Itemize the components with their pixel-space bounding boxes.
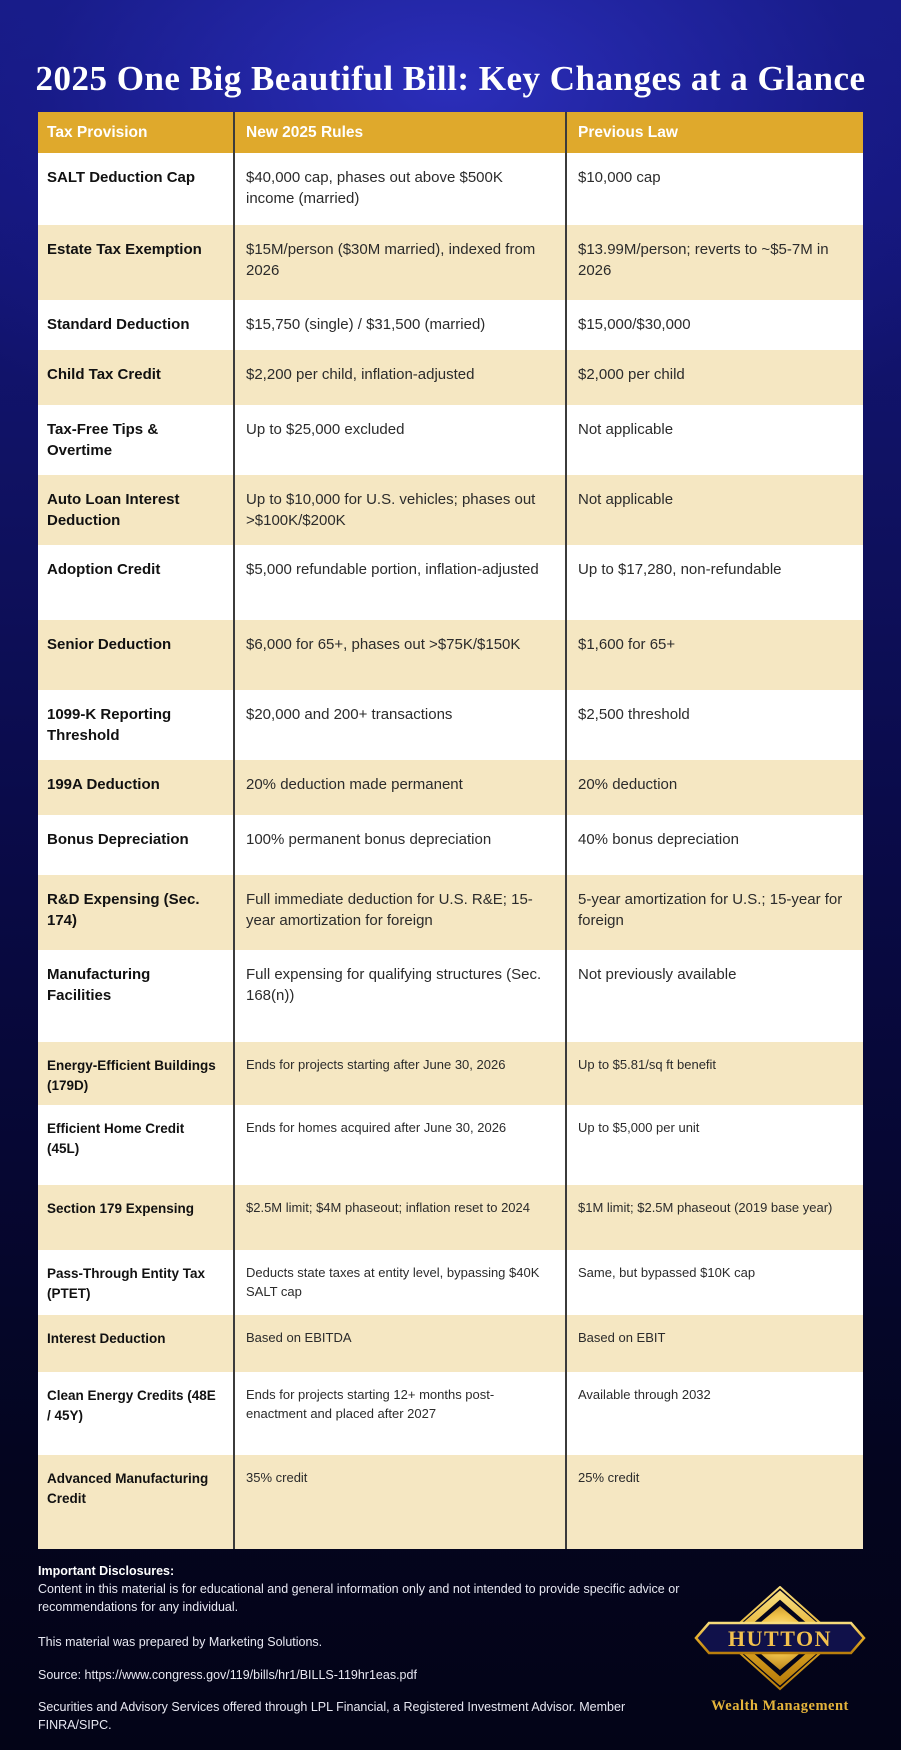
- previous-law-cell: Not previously available: [565, 950, 863, 1042]
- table-row: Pass-Through Entity Tax (PTET) Deducts st…: [38, 1250, 863, 1316]
- page-title: 2025 One Big Beautiful Bill: Key Changes…: [35, 59, 866, 99]
- column-header-new-2025-rules: New 2025 Rules: [233, 112, 565, 153]
- provision-cell: Section 179 Expensing: [47, 1201, 195, 1217]
- table-row: SALT Deduction Cap $40,000 cap, phases ou…: [38, 153, 863, 225]
- new-rules-cell: 100% permanent bonus depreciation: [233, 815, 565, 875]
- disclosures-heading: Important Disclosures:: [38, 1564, 175, 1578]
- previous-law-cell: Based on EBIT: [565, 1315, 863, 1373]
- new-rules-cell: $20,000 and 200+ transactions: [233, 690, 565, 760]
- table-row: Efficient Home Credit (45L) Ends for home…: [38, 1105, 863, 1186]
- provision-cell: R&D Expensing (Sec. 174): [47, 891, 200, 930]
- previous-law-cell: $2,000 per child: [565, 350, 863, 405]
- provision-cell: Tax-Free Tips & Overtime: [47, 421, 159, 460]
- provision-cell: Child Tax Credit: [47, 366, 161, 383]
- previous-law-cell: 5-year amortization for U.S.; 15-year fo…: [565, 875, 863, 950]
- new-rules-cell: $6,000 for 65+, phases out >$75K/$150K: [233, 620, 565, 690]
- new-rules-cell: $5,000 refundable portion, inflation-adj…: [233, 545, 565, 620]
- previous-law-cell: 25% credit: [565, 1455, 863, 1550]
- provision-cell: 199A Deduction: [47, 776, 160, 793]
- provision-cell: Standard Deduction: [47, 316, 190, 333]
- table-row: 199A Deduction 20% deduction made permane…: [38, 760, 863, 815]
- previous-law-cell: 40% bonus depreciation: [565, 815, 863, 875]
- lpl-disclosure-text: Securities and Advisory Services offered…: [38, 1699, 626, 1732]
- previous-law-cell: $13.99M/person; reverts to ~$5-7M in 202…: [565, 225, 863, 300]
- table-row: Standard Deduction $15,750 (single) / $31…: [38, 300, 863, 350]
- new-rules-cell: Up to $10,000 for U.S. vehicles; phases …: [233, 475, 565, 545]
- previous-law-cell: 20% deduction: [565, 760, 863, 815]
- hutton-diamond-logo-icon: HUTTON: [694, 1585, 866, 1691]
- table-row: Advanced Manufacturing Credit 35% credit 2…: [38, 1455, 863, 1550]
- provision-cell: Energy-Efficient Buildings (179D): [47, 1058, 216, 1093]
- previous-law-cell: Available through 2032: [565, 1372, 863, 1456]
- logo-tagline: Wealth Management: [711, 1698, 849, 1714]
- previous-law-cell: $1,600 for 65+: [565, 620, 863, 690]
- new-rules-cell: 35% credit: [233, 1455, 565, 1550]
- provision-cell: 1099-K Reporting Threshold: [47, 706, 172, 745]
- previous-law-cell: Up to $17,280, non-refundable: [565, 545, 863, 620]
- disclosure-text: Content in this material is for educatio…: [38, 1582, 680, 1615]
- table-row: Bonus Depreciation 100% permanent bonus d…: [38, 815, 863, 875]
- table-row: Estate Tax Exemption $15M/person ($30M ma…: [38, 225, 863, 300]
- table-row: Section 179 Expensing $2.5M limit; $4M ph…: [38, 1185, 863, 1251]
- column-header-tax-provision: Tax Provision: [47, 123, 148, 141]
- table-row: R&D Expensing (Sec. 174) Full immediate d…: [38, 875, 863, 950]
- provision-cell: Bonus Depreciation: [47, 831, 189, 848]
- table-row: Manufacturing Facilities Full expensing f…: [38, 950, 863, 1042]
- table-row: Interest Deduction Based on EBITDA Based o…: [38, 1315, 863, 1373]
- new-rules-cell: $2.5M limit; $4M phaseout; inflation res…: [233, 1185, 565, 1251]
- table-row: Adoption Credit $5,000 refundable portion…: [38, 545, 863, 620]
- new-rules-cell: Full immediate deduction for U.S. R&E; 1…: [233, 875, 565, 950]
- table-row: 1099-K Reporting Threshold $20,000 and 20…: [38, 690, 863, 760]
- provision-cell: Auto Loan Interest Deduction: [47, 491, 180, 530]
- new-rules-cell: Ends for homes acquired after June 30, 2…: [233, 1105, 565, 1186]
- new-rules-cell: $2,200 per child, inflation-adjusted: [233, 350, 565, 405]
- provision-cell: Estate Tax Exemption: [47, 241, 202, 258]
- column-header-previous-law: Previous Law: [565, 112, 863, 153]
- provision-cell: Advanced Manufacturing Credit: [47, 1471, 209, 1506]
- previous-law-cell: $1M limit; $2.5M phaseout (2019 base yea…: [565, 1185, 863, 1251]
- logo-wordmark: HUTTON: [728, 1626, 832, 1651]
- new-rules-cell: $40,000 cap, phases out above $500K inco…: [233, 153, 565, 225]
- new-rules-cell: Deducts state taxes at entity level, byp…: [233, 1250, 565, 1316]
- table-row: Tax-Free Tips & Overtime Up to $25,000 ex…: [38, 405, 863, 475]
- tax-changes-table: Tax Provision New 2025 Rules Previous La…: [38, 112, 863, 1550]
- footer-disclosures: Important Disclosures: Content in this m…: [38, 1562, 700, 1734]
- table-row: Auto Loan Interest Deduction Up to $10,00…: [38, 475, 863, 545]
- source-text: Source: https://www.congress.gov/119/bil…: [38, 1667, 417, 1682]
- provision-cell: Clean Energy Credits (48E / 45Y): [47, 1388, 216, 1423]
- table-header-row: Tax Provision New 2025 Rules Previous La…: [38, 112, 863, 153]
- provision-cell: Interest Deduction: [47, 1331, 166, 1347]
- provision-cell: Pass-Through Entity Tax (PTET): [47, 1266, 206, 1301]
- previous-law-cell: Not applicable: [565, 405, 863, 475]
- new-rules-cell: Full expensing for qualifying structures…: [233, 950, 565, 1042]
- new-rules-cell: $15M/person ($30M married), indexed from…: [233, 225, 565, 300]
- new-rules-cell: $15,750 (single) / $31,500 (married): [233, 300, 565, 350]
- previous-law-cell: $15,000/$30,000: [565, 300, 863, 350]
- provision-cell: SALT Deduction Cap: [47, 169, 196, 186]
- provision-cell: Efficient Home Credit (45L): [47, 1121, 185, 1156]
- new-rules-cell: Ends for projects starting after June 30…: [233, 1042, 565, 1106]
- new-rules-cell: Up to $25,000 excluded: [233, 405, 565, 475]
- provision-cell: Manufacturing Facilities: [47, 966, 151, 1005]
- previous-law-cell: Same, but bypassed $10K cap: [565, 1250, 863, 1316]
- provision-cell: Senior Deduction: [47, 636, 172, 653]
- provision-cell: Adoption Credit: [47, 561, 161, 578]
- table-row: Child Tax Credit $2,200 per child, inflat…: [38, 350, 863, 405]
- new-rules-cell: Ends for projects starting 12+ months po…: [233, 1372, 565, 1456]
- new-rules-cell: 20% deduction made permanent: [233, 760, 565, 815]
- table-row: Senior Deduction $6,000 for 65+, phases o…: [38, 620, 863, 690]
- previous-law-cell: $10,000 cap: [565, 153, 863, 225]
- previous-law-cell: $2,500 threshold: [565, 690, 863, 760]
- table-row: Energy-Efficient Buildings (179D) Ends fo…: [38, 1042, 863, 1106]
- table-row: Clean Energy Credits (48E / 45Y) Ends for…: [38, 1372, 863, 1456]
- table-body: SALT Deduction Cap $40,000 cap, phases ou…: [38, 153, 863, 1550]
- previous-law-cell: Not applicable: [565, 475, 863, 545]
- previous-law-cell: Up to $5.81/sq ft benefit: [565, 1042, 863, 1106]
- new-rules-cell: Based on EBITDA: [233, 1315, 565, 1373]
- previous-law-cell: Up to $5,000 per unit: [565, 1105, 863, 1186]
- hutton-logo: HUTTON Wealth Management: [688, 1585, 872, 1715]
- prepared-by-text: This material was prepared by Marketing …: [38, 1635, 323, 1650]
